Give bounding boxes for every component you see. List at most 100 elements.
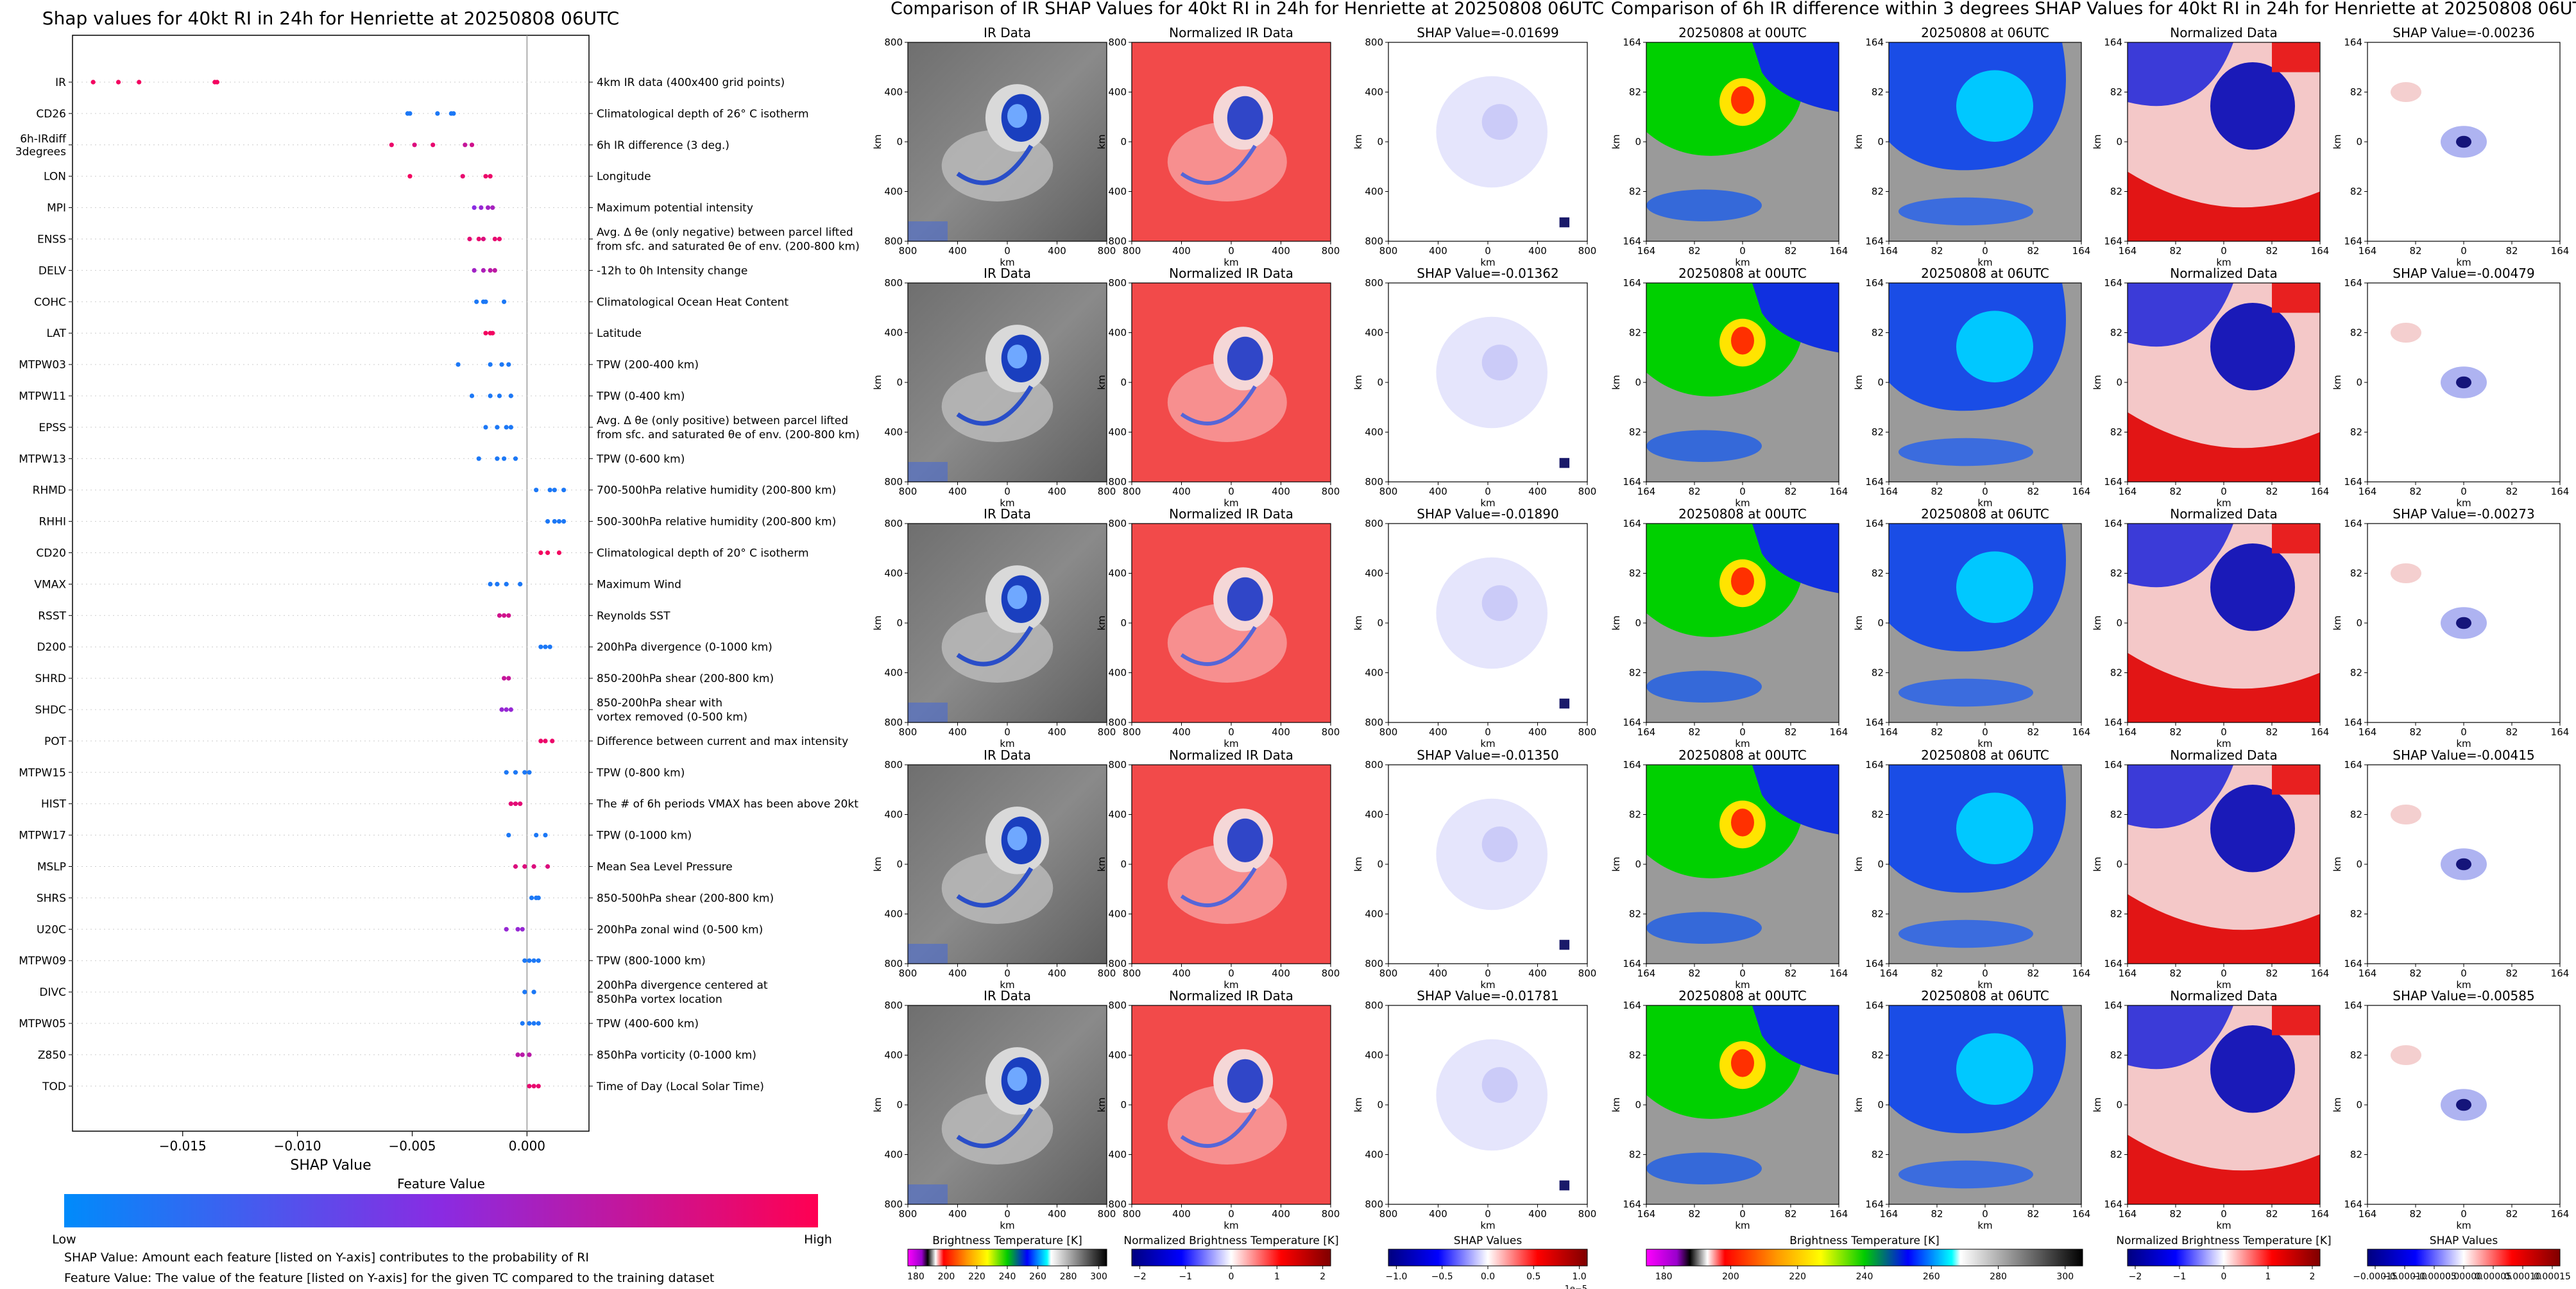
shap-point: [497, 393, 502, 398]
x-axis-label: km: [1977, 257, 1992, 268]
x-tick-label: 164: [1637, 726, 1656, 738]
subplot-title: SHAP Value=-0.01699: [1417, 25, 1558, 40]
x-tick-label: 800: [1578, 726, 1597, 738]
x-tick-label: 800: [899, 486, 917, 497]
y-axis-label: km: [1096, 134, 1107, 149]
x-tick-label: 82: [2169, 1208, 2181, 1220]
y-tick-label: 82: [1872, 427, 1884, 438]
y-tick-label: 400: [884, 427, 903, 438]
y-tick-label: 400: [1108, 667, 1127, 679]
dshap-red-patch: [2391, 563, 2421, 583]
y-axis-label: km: [1096, 857, 1107, 871]
shap-point: [451, 111, 456, 116]
shap-point: [552, 488, 557, 493]
y-tick-label: 82: [2110, 1050, 2122, 1061]
shap-point: [531, 958, 536, 963]
y-tick-label: 400: [884, 327, 903, 339]
ir-image: [908, 1005, 1107, 1204]
shap-core: [1481, 585, 1518, 621]
x-tick-label: 82: [2505, 968, 2518, 979]
y-tick-label: 82: [1629, 909, 1641, 920]
shap-point: [538, 550, 543, 556]
subplot-title: 20250808 at 06UTC: [1921, 506, 2049, 522]
y-tick-label: 164: [2344, 717, 2362, 728]
x-tick-label: 164: [2358, 486, 2377, 497]
feature-description-label: TPW (0-600 km): [596, 453, 685, 466]
shap-point: [527, 1052, 532, 1057]
feature-name-label: ENSS: [37, 234, 66, 246]
x-tick-label: 164: [2072, 486, 2091, 497]
y-tick-label: 82: [1629, 87, 1641, 98]
y-tick-label: 164: [1623, 235, 1641, 247]
x-tick-label: 164: [1637, 1208, 1656, 1220]
ir-image: [1646, 42, 1839, 241]
shap-point: [538, 738, 543, 744]
x-tick-label: 0: [1228, 726, 1234, 738]
x-axis-label: km: [1224, 497, 1238, 509]
x-tick-label: 82: [2265, 486, 2278, 497]
x-tick-label: 164: [2119, 1208, 2137, 1220]
y-tick-label: 0: [1377, 377, 1383, 388]
ir-image: [1889, 765, 2081, 964]
y-tick-label: 0: [1377, 136, 1383, 148]
x-axis-label: km: [1224, 257, 1238, 268]
x-tick-label: 164: [1637, 486, 1656, 497]
y-tick-label: 0: [1877, 858, 1884, 870]
norm-red-corner: [2272, 1005, 2320, 1036]
x-tick-label: 400: [1528, 726, 1547, 738]
feature-description-label: Difference between current and max inten…: [597, 735, 848, 748]
rain-band: [956, 385, 1034, 426]
shap-point: [561, 488, 567, 493]
y-tick-label: 164: [2104, 759, 2122, 771]
x-tick-label: 0.000: [509, 1138, 545, 1154]
x-tick-label: 400: [1172, 726, 1191, 738]
shap-point: [485, 205, 491, 210]
norm-red-corner: [2272, 283, 2320, 313]
x-axis-label: km: [1977, 1220, 1992, 1231]
feature-description-label: TPW (800-1000 km): [596, 955, 706, 968]
y-tick-label: 82: [2350, 327, 2362, 339]
feature-name-label: DELV: [38, 264, 66, 277]
y-tick-label: 164: [2344, 958, 2362, 969]
y-tick-label: 82: [2110, 1149, 2122, 1161]
colorbar-tick-label: 180: [1655, 1272, 1673, 1282]
colorbar-tick-label: −0.00010: [2382, 1272, 2427, 1282]
x-tick-label: 400: [1528, 486, 1547, 497]
feature-description-label: Mean Sea Level Pressure: [597, 861, 733, 874]
feature-description-label: Avg. Δ θe (only positive) between parcel…: [597, 414, 848, 427]
y-tick-label: 0: [1377, 1099, 1383, 1111]
colorbar-tick-label: 0.5: [1526, 1272, 1540, 1282]
y-axis-label: km: [2332, 134, 2343, 149]
storm-eye: [1007, 585, 1027, 610]
shap-point: [545, 550, 550, 556]
colorbar-tick-label: 220: [968, 1272, 985, 1282]
y-tick-label: 164: [2344, 518, 2362, 529]
x-tick-label: 82: [2409, 968, 2421, 979]
y-tick-label: 0: [1377, 858, 1383, 870]
corner-clouds: [908, 221, 948, 241]
lower-band: [1898, 678, 2033, 707]
x-tick-label: 800: [899, 245, 917, 257]
feature-description-label: TPW (0-800 km): [596, 767, 685, 780]
shap-point: [550, 738, 555, 744]
feature-description-label: Time of Day (Local Solar Time): [596, 1080, 764, 1093]
y-tick-label: 164: [1623, 1000, 1641, 1011]
subplot-title: 20250808 at 06UTC: [1921, 25, 2049, 40]
x-tick-label: 0: [2221, 1208, 2227, 1220]
colorbar-tick-label: 260: [1923, 1272, 1940, 1282]
y-tick-label: 800: [1108, 717, 1127, 728]
shap-core: [1481, 345, 1518, 380]
y-tick-label: 82: [1629, 1149, 1641, 1161]
shap-point: [513, 456, 518, 461]
y-tick-label: 164: [2344, 1199, 2362, 1210]
y-tick-label: 82: [1629, 327, 1641, 339]
y-tick-label: 164: [1865, 235, 1884, 247]
x-tick-label: 82: [2505, 726, 2518, 738]
storm-core: [1227, 96, 1263, 140]
x-tick-label: 800: [1322, 1208, 1340, 1220]
dshap-red-patch: [2391, 805, 2421, 824]
y-tick-label: 82: [2350, 809, 2362, 821]
